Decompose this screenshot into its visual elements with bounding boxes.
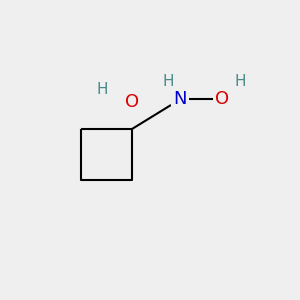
Text: O: O <box>125 93 139 111</box>
Text: O: O <box>215 90 229 108</box>
Text: H: H <box>162 74 174 88</box>
Text: H: H <box>96 82 108 98</box>
Text: H: H <box>234 74 246 88</box>
Text: N: N <box>173 90 187 108</box>
